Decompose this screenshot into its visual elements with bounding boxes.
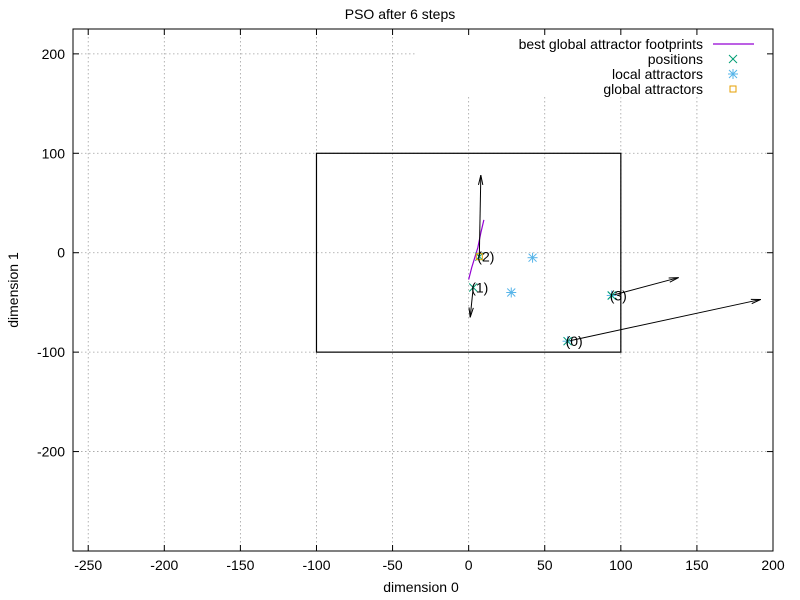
local-attractor-point — [506, 287, 517, 298]
velocity-arrow-shaft — [567, 298, 761, 342]
velocity-arrow-head — [750, 298, 762, 305]
legend: best global attractor footprintsposition… — [519, 36, 754, 97]
cross-stroke — [607, 291, 617, 300]
search-space-rect — [315, 152, 622, 353]
particle-label: (1) — [471, 280, 488, 296]
x-axis-label: dimension 0 — [383, 579, 459, 595]
velocity-arrow-shaft — [478, 175, 482, 257]
axis-ticks: -250 -200 -150 -100 -50 0 50 100 150 200 -200 -100 0… — [37, 29, 785, 573]
legend-label: global attractors — [603, 81, 703, 97]
velocity-arrow-head — [477, 175, 484, 186]
cross-stroke — [563, 336, 572, 346]
velocity-arrow-head — [468, 307, 474, 318]
markers — [468, 252, 617, 347]
y-tick-label: -200 — [37, 444, 65, 460]
x-tick-label: -200 — [150, 557, 178, 573]
x-tick-label: -100 — [302, 557, 330, 573]
x-tick-label: -50 — [382, 557, 402, 573]
particle-label: (3) — [610, 287, 627, 303]
search-space-box — [315, 152, 622, 353]
x-tick-label: 200 — [761, 557, 785, 573]
legend-cross-sample — [728, 54, 738, 64]
x-tick-label: 100 — [609, 557, 633, 573]
velocity-arrow-shaft — [611, 277, 679, 296]
legend-label: positions — [648, 51, 703, 67]
velocity-arrow — [611, 277, 679, 296]
cross-stroke — [728, 54, 738, 64]
legend-star-sample — [728, 69, 738, 79]
velocity-arrows — [468, 175, 762, 342]
cross-stroke — [468, 283, 478, 292]
velocity-arrow — [567, 298, 762, 342]
position-point — [563, 336, 572, 346]
position-point — [468, 283, 478, 292]
particle-label: (0) — [566, 333, 583, 349]
grid — [73, 29, 774, 551]
y-tick-label: 100 — [42, 145, 66, 161]
legend-label: best global attractor footprints — [519, 36, 703, 52]
chart-title: PSO after 6 steps — [345, 6, 456, 22]
x-tick-label: -250 — [74, 557, 102, 573]
legend-entry: global attractors — [603, 81, 737, 97]
x-tick-label: 150 — [685, 557, 709, 573]
legend-entry: positions — [648, 51, 738, 67]
legend-entry: local attractors — [612, 66, 738, 82]
y-tick-label: -100 — [37, 344, 65, 360]
velocity-arrow-shaft — [469, 287, 474, 318]
y-tick-label: 200 — [42, 46, 66, 62]
plot-frame — [72, 28, 774, 552]
y-axis-label: dimension 1 — [5, 252, 21, 328]
local-attractor-point — [527, 252, 538, 263]
legend-square-sample — [729, 85, 737, 93]
velocity-arrow — [477, 175, 484, 257]
x-tick-label: 50 — [537, 557, 553, 573]
legend-entry: best global attractor footprints — [519, 36, 754, 52]
footprints-layer — [468, 219, 485, 280]
particle-label: (2) — [477, 249, 494, 265]
particle-labels: (0) (1) (2) (3) — [471, 249, 627, 350]
x-tick-label: 0 — [465, 557, 473, 573]
x-tick-label: -150 — [226, 557, 254, 573]
velocity-arrow — [468, 287, 474, 318]
footprint-line — [468, 219, 485, 280]
global-attractor-point — [475, 253, 483, 261]
y-tick-label: 0 — [57, 245, 65, 261]
legend-label: local attractors — [612, 66, 703, 82]
velocity-arrow-head — [668, 277, 679, 283]
position-point — [607, 291, 617, 300]
